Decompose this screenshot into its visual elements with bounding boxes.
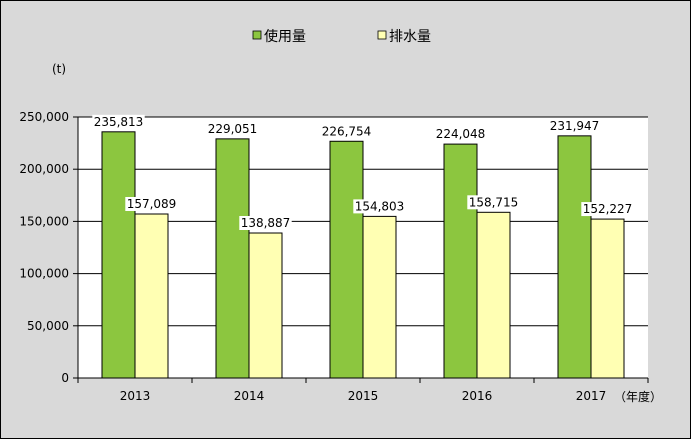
- bars: [101, 131, 625, 379]
- bar-discharge: [362, 215, 397, 379]
- data-label-bg: [92, 114, 145, 129]
- data-label: 138,887: [241, 216, 291, 230]
- data-label: 226,754: [322, 124, 372, 138]
- bar-discharge: [248, 232, 283, 379]
- legend: 使用量 排水量: [252, 28, 431, 45]
- y-tick-label: 0: [61, 371, 69, 385]
- data-label-bg: [125, 196, 178, 211]
- x-unit-label: （年度）: [614, 389, 662, 404]
- data-label: 229,051: [208, 122, 258, 136]
- bar-usage: [215, 138, 250, 379]
- data-label-bg: [239, 216, 292, 231]
- data-label: 224,048: [436, 127, 486, 141]
- data-label-bg: [320, 124, 373, 139]
- data-label: 157,089: [127, 197, 177, 211]
- bar-discharge: [590, 218, 625, 379]
- x-tick-label: 2016: [462, 389, 493, 403]
- y-tick-label: 100,000: [19, 267, 69, 281]
- bar-usage: [557, 135, 592, 379]
- legend-swatch-usage: [252, 30, 262, 40]
- data-label-bg: [434, 127, 487, 142]
- axes: 0 50,000 100,000 150,000 200,000 250,000 2013 2…: [19, 110, 649, 403]
- y-tick-label: 150,000: [19, 214, 69, 228]
- data-label-bg: [581, 202, 634, 217]
- y-tick-label: 50,000: [27, 319, 69, 333]
- y-tick-label: 200,000: [19, 162, 69, 176]
- x-tick-label: 2013: [120, 389, 151, 403]
- y-tick-label: 250,000: [19, 110, 69, 124]
- data-label: 158,715: [469, 195, 519, 209]
- data-label: 152,227: [583, 202, 633, 216]
- legend-label-discharge: 排水量: [389, 29, 431, 45]
- data-label: 154,803: [355, 199, 405, 213]
- data-label-bg: [206, 121, 259, 136]
- bar-usage: [101, 131, 136, 379]
- x-tick-label: 2014: [234, 389, 265, 403]
- data-label-bg: [467, 195, 520, 210]
- data-label-bg: [548, 118, 601, 133]
- bar-usage: [329, 140, 364, 379]
- bar-usage: [443, 143, 478, 379]
- data-label-bg: [353, 199, 406, 214]
- data-label: 231,947: [550, 119, 600, 133]
- y-unit-label: (t): [52, 62, 66, 76]
- bar-discharge: [134, 213, 169, 379]
- data-label: 235,813: [94, 115, 144, 129]
- legend-swatch-discharge: [377, 30, 387, 40]
- x-tick-label: 2017: [576, 389, 607, 403]
- bar-discharge: [476, 211, 511, 379]
- x-tick-label: 2015: [348, 389, 379, 403]
- legend-label-usage: 使用量: [264, 28, 306, 45]
- data-labels: 235,813 157,089 229,051 138,887 226,754 154,8…: [92, 114, 634, 231]
